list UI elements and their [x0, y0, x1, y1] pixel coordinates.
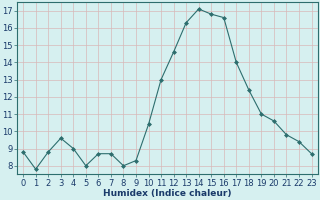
X-axis label: Humidex (Indice chaleur): Humidex (Indice chaleur) [103, 189, 232, 198]
